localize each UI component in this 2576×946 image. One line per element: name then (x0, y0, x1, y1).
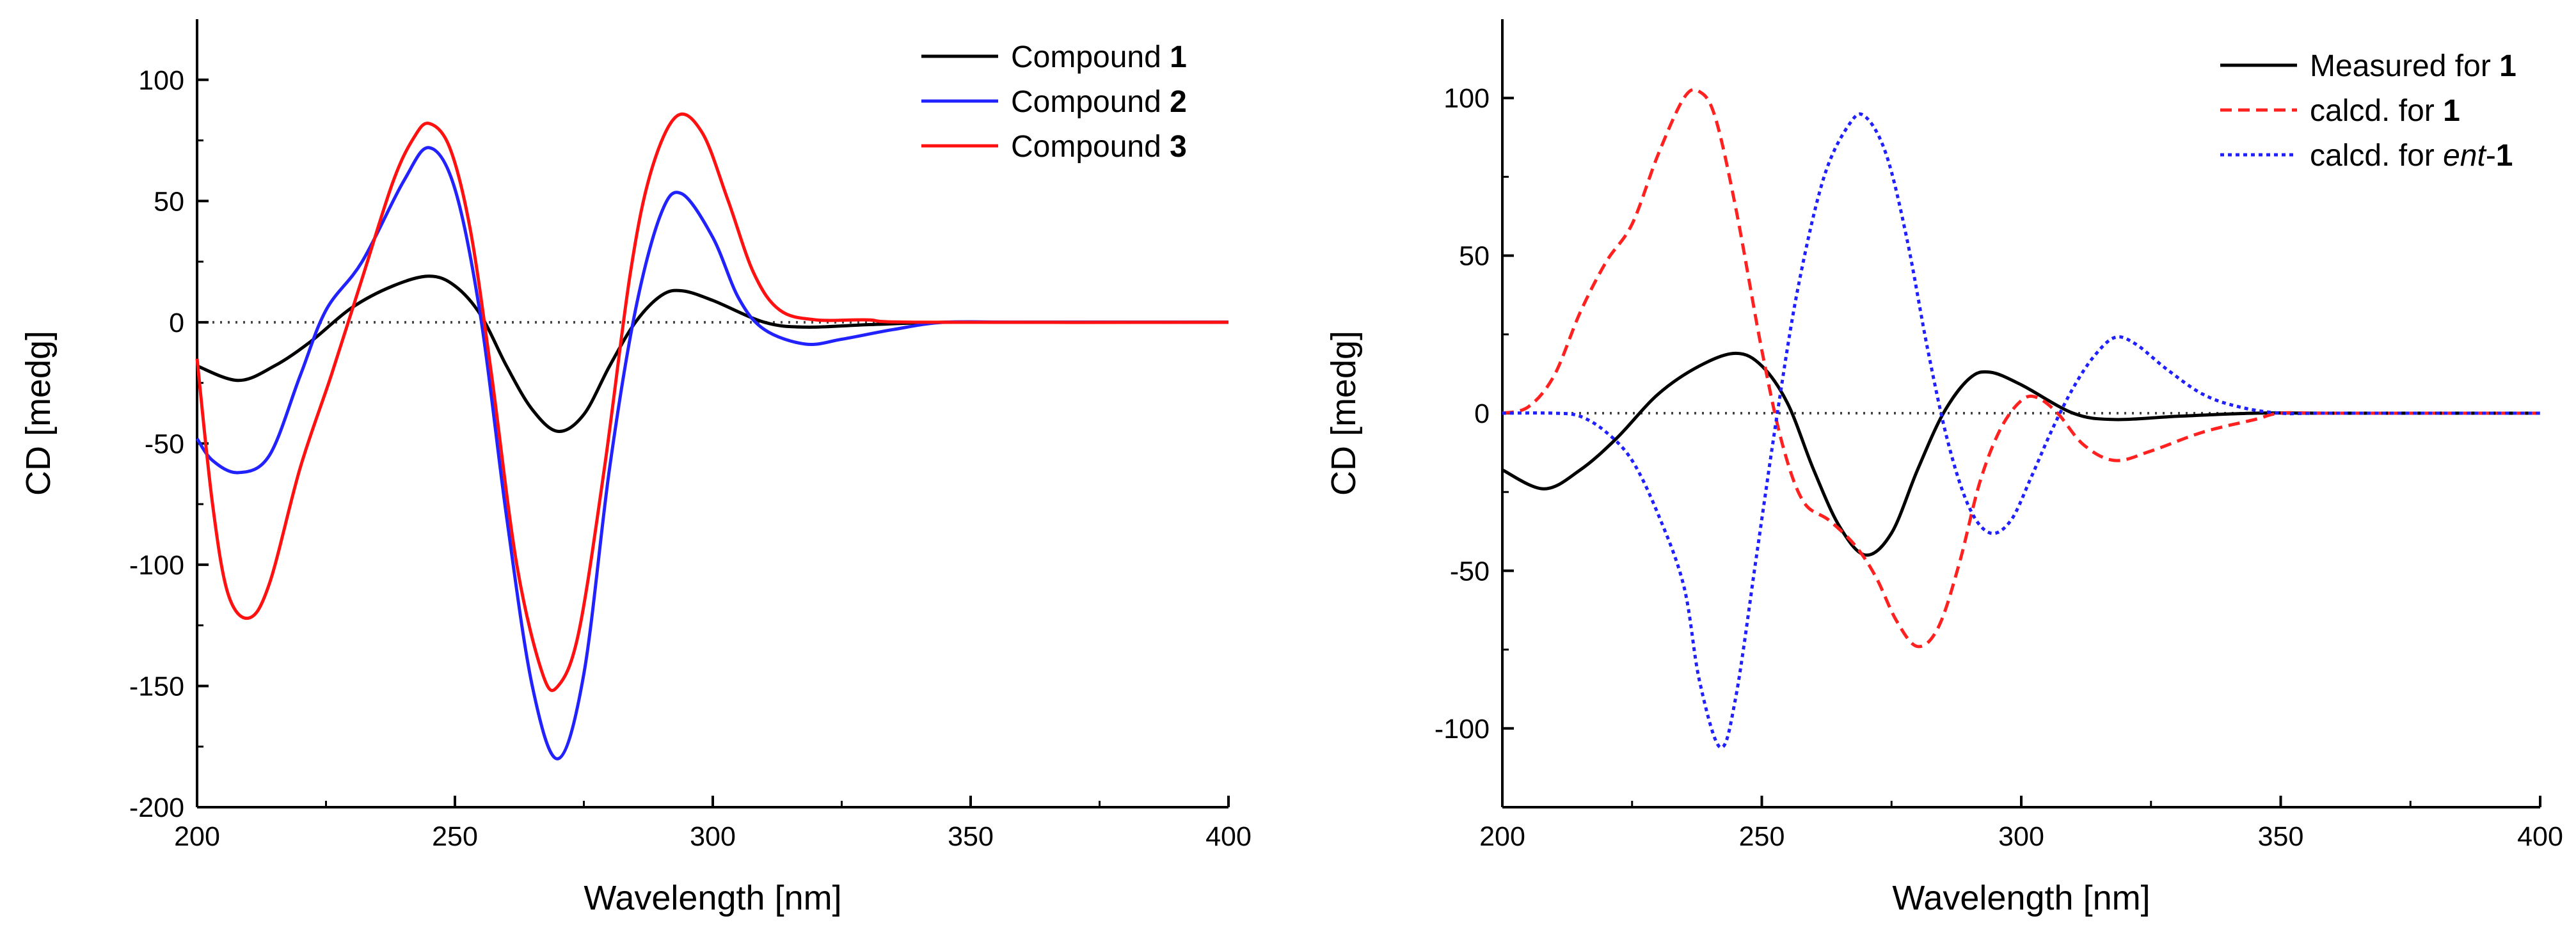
legend-label-3: Compound 3 (1011, 130, 1187, 164)
series-line-2 (195, 146, 1228, 761)
series-line-3 (195, 112, 1229, 692)
legend-label-3: calcd. for ent-1 (2310, 139, 2513, 173)
legend-text-part: 3 (1170, 130, 1187, 164)
y-tick-label: -200 (129, 792, 184, 823)
legend-text-part: Compound (1011, 130, 1170, 164)
legend-label-2: Compound 2 (1011, 85, 1187, 119)
legend-text-part: Compound (1011, 85, 1170, 119)
y-axis-title: CD [medg] (1324, 331, 1363, 496)
legend-label-2: calcd. for 1 (2310, 94, 2460, 128)
x-tick-label: 250 (1739, 821, 1785, 852)
chart-right-measured-vs-calcd: 100 50 0 -50 -100 200 250 300 350 400 Wavelength [… (1324, 19, 2563, 917)
y-tick-label: -100 (1435, 714, 1490, 745)
legend-text-part: 1 (1170, 40, 1187, 74)
legend-text-part: - (2486, 139, 2496, 173)
legend-text-part: ent (2443, 139, 2486, 173)
legend-text-part: Compound (1011, 40, 1170, 74)
y-tick-label: -50 (1450, 556, 1490, 587)
x-tick-label: 400 (2517, 821, 2563, 852)
legend-text-part: 1 (2496, 139, 2513, 173)
y-tick-label: 0 (169, 308, 184, 338)
y-tick-label: 100 (138, 65, 184, 96)
y-tick-label: -50 (145, 429, 184, 459)
x-axis-title: Wavelength [nm] (584, 879, 841, 917)
series-line-3 (1502, 112, 2540, 750)
x-tick-label: 250 (432, 821, 478, 852)
legend-text-part: 2 (1170, 85, 1187, 119)
y-axis-title: CD [medg] (19, 331, 58, 496)
x-tick-label: 200 (1479, 821, 1525, 852)
y-tick-label: 50 (1459, 241, 1490, 272)
x-tick-label: 400 (1205, 821, 1252, 852)
y-tick-label: -100 (129, 550, 184, 581)
legend-text-part: 1 (2499, 49, 2516, 83)
x-tick-label: 300 (690, 821, 736, 852)
x-tick-label: 200 (174, 821, 220, 852)
series-line-1 (1501, 351, 2540, 557)
series-line-1 (196, 274, 1228, 433)
legend-text-part: 1 (2443, 94, 2460, 128)
x-tick-label: 350 (948, 821, 994, 852)
legend-label-1: Measured for 1 (2310, 49, 2516, 83)
y-tick-label: 50 (154, 186, 184, 217)
y-tick-label: 0 (1474, 398, 1490, 429)
x-tick-label: 350 (2258, 821, 2304, 852)
legend-text-part: Measured for (2310, 49, 2499, 83)
legend-text-part: calcd. for (2310, 94, 2443, 128)
series-line-2 (1502, 88, 2540, 649)
x-tick-label: 300 (1998, 821, 2044, 852)
x-axis-title: Wavelength [nm] (1892, 879, 2150, 917)
y-tick-label: -150 (129, 671, 184, 702)
legend-text-part: calcd. for (2310, 139, 2443, 173)
legend-label-1: Compound 1 (1011, 40, 1187, 74)
y-tick-label: 100 (1443, 83, 1490, 114)
